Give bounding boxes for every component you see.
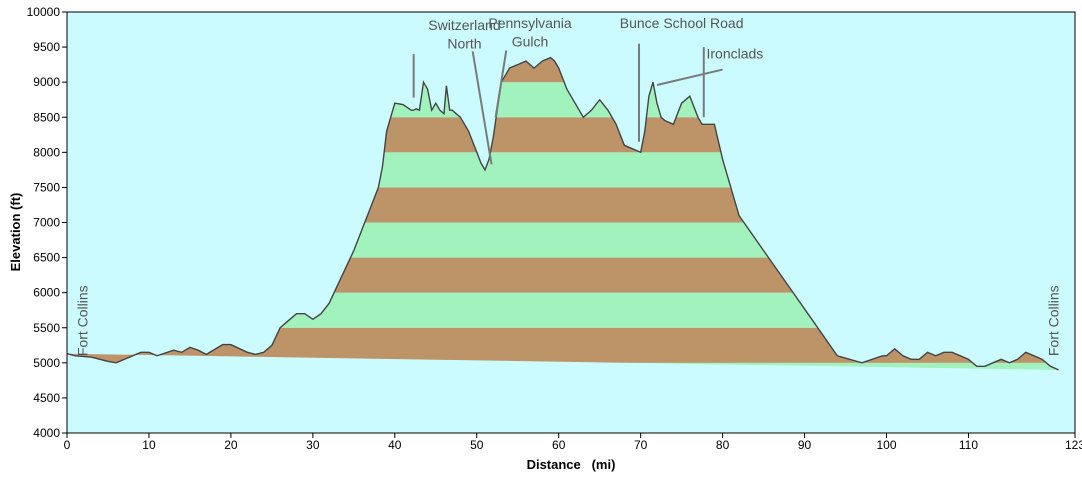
x-tick-label: 50 <box>470 438 484 452</box>
y-axis: 4000 4500 5000 5500 6000 6500 7000 7500 8000 8500… <box>27 5 67 440</box>
annotation-label: Switzerland <box>428 17 500 33</box>
y-axis-title: Elevation (ft) <box>8 193 23 272</box>
y-tick-label: 5000 <box>33 356 60 370</box>
y-tick-label: 4000 <box>33 426 60 440</box>
annotation-label: Pennsylvania <box>488 15 571 31</box>
y-tick-label: 10000 <box>27 5 61 19</box>
endpoint-labels: Fort Collins Fort Collins <box>74 285 1061 356</box>
y-tick-label: 7500 <box>33 180 60 194</box>
x-tick-label: 70 <box>634 438 648 452</box>
x-tick-label: 40 <box>388 438 402 452</box>
y-tick-label: 8000 <box>33 145 60 159</box>
annotations: Switzerland North Pennsylvania Gulch Bunce S… <box>428 15 763 61</box>
y-tick-label: 9500 <box>33 40 60 54</box>
x-tick-label: 0 <box>64 438 71 452</box>
x-tick-label: 90 <box>798 438 812 452</box>
x-tick-label: 30 <box>306 438 320 452</box>
x-axis: 0 10 20 30 40 50 60 70 80 90 100 110 123 <box>64 433 1082 452</box>
annotation-leader-line <box>656 68 723 86</box>
x-tick-label: 100 <box>876 438 896 452</box>
x-tick-label: 123 <box>1065 438 1082 452</box>
annotation-label: North <box>447 35 481 51</box>
endpoint-label: Fort Collins <box>74 285 90 356</box>
x-tick-label: 110 <box>959 438 978 452</box>
y-tick-label: 4500 <box>33 391 60 405</box>
x-tick-label: 80 <box>716 438 730 452</box>
x-tick-label: 10 <box>142 438 156 452</box>
annotation-label: Ironclads <box>706 45 763 61</box>
annotation-leader-line <box>494 50 508 118</box>
y-tick-label: 7000 <box>33 216 60 230</box>
endpoint-label: Fort Collins <box>1046 285 1062 356</box>
y-tick-label: 8500 <box>33 110 60 124</box>
x-tick-label: 60 <box>552 438 566 452</box>
annotation-leaders <box>412 43 723 165</box>
y-tick-label: 9000 <box>33 75 60 89</box>
y-tick-label: 5500 <box>33 321 60 335</box>
y-tick-label: 6500 <box>33 251 60 265</box>
elevation-profile-line <box>66 56 1059 371</box>
annotation-label: Bunce School Road <box>620 15 744 31</box>
annotation-leader-line <box>471 51 493 165</box>
y-tick-label: 6000 <box>33 286 60 300</box>
x-axis-title: Distance (mi) <box>527 457 616 472</box>
x-tick-label: 20 <box>224 438 238 452</box>
annotation-label: Gulch <box>512 33 549 49</box>
